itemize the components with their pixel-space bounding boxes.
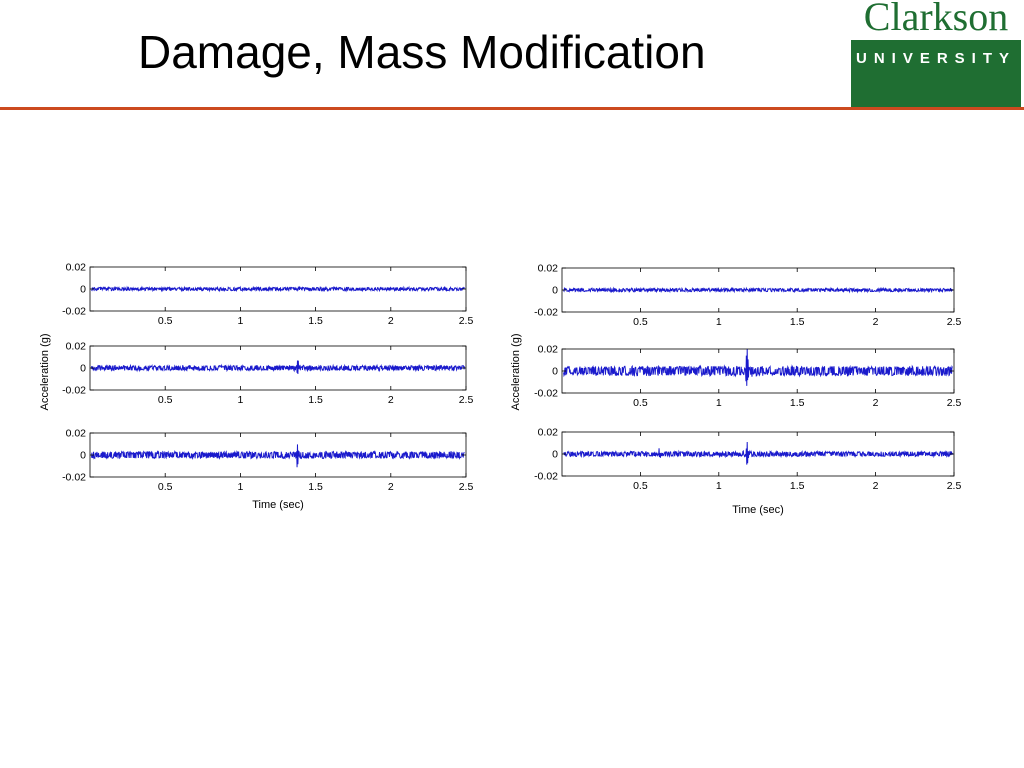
x-tick-label: 2 [873,397,879,409]
x-tick-label: 0.5 [633,480,648,492]
x-tick-label: 1 [716,316,722,328]
x-tick-label: 1.5 [790,480,805,492]
subplot-3: 0.02 0 -0.02 0.5 1 1.5 2 2.5 [62,428,473,494]
y-tick-label: -0.02 [62,385,86,397]
y-tick-label: 0 [80,284,86,296]
y-axis-label: Acceleration (g) [510,333,522,410]
x-tick-label: 2.5 [947,316,962,328]
figure-left: 0.02 0 -0.02 0.5 1 1.5 2 2.5 0.02 0 -0.02 0.5 1 1.5 2 2… [30,245,485,520]
logo-band: UNIVERSITY [851,40,1021,108]
y-tick-label: 0 [80,450,86,462]
x-tick-label: 1.5 [790,316,805,328]
y-tick-label: -0.02 [534,307,558,319]
x-tick-label: 1.5 [308,394,323,406]
figure-right: 0.02 0 -0.02 0.5 1 1.5 2 2.5 0.02 0 -0.02 0.5 1 1.5 2 2… [505,248,970,528]
x-tick-label: 2.5 [947,480,962,492]
x-tick-label: 1.5 [790,397,805,409]
signal-trace [563,442,953,465]
logo-wordmark: Clarkson [863,0,1009,39]
x-tick-label: 1 [237,394,243,406]
subplot-2: 0.02 0 -0.02 0.5 1 1.5 2 2.5 [534,344,961,410]
x-tick-label: 0.5 [158,394,173,406]
y-tick-label: -0.02 [62,306,86,318]
x-axis-label: Time (sec) [732,504,784,516]
subplot-1: 0.02 0 -0.02 0.5 1 1.5 2 2.5 [534,263,961,329]
x-tick-label: 0.5 [633,397,648,409]
subplot-3: 0.02 0 -0.02 0.5 1 1.5 2 2.5 [534,427,961,493]
subplot-2: 0.02 0 -0.02 0.5 1 1.5 2 2.5 [62,341,473,407]
x-tick-label: 2 [388,394,394,406]
signal-trace [91,285,465,293]
x-tick-label: 2.5 [947,397,962,409]
y-tick-label: -0.02 [534,388,558,400]
x-tick-label: 0.5 [158,315,173,327]
signal-trace [563,348,953,386]
y-tick-label: 0.02 [66,341,87,353]
signal-trace [91,360,465,375]
y-tick-label: 0 [552,366,558,378]
y-tick-label: 0.02 [538,344,559,356]
x-tick-label: 2 [873,316,879,328]
figure-left-svg: 0.02 0 -0.02 0.5 1 1.5 2 2.5 0.02 0 -0.02 0.5 1 1.5 2 2… [39,262,473,512]
x-tick-label: 1.5 [308,481,323,493]
y-tick-label: 0 [80,363,86,375]
y-tick-label: 0 [552,449,558,461]
signal-trace [563,286,953,294]
x-tick-label: 0.5 [633,316,648,328]
y-tick-label: 0 [552,285,558,297]
x-tick-label: 2 [873,480,879,492]
x-tick-label: 2.5 [459,315,474,327]
y-tick-label: -0.02 [534,471,558,483]
x-tick-label: 1 [237,315,243,327]
y-tick-label: 0.02 [538,427,559,439]
x-tick-label: 2 [388,481,394,493]
logo-subtitle: UNIVERSITY [855,50,1016,67]
x-tick-label: 2.5 [459,481,474,493]
x-tick-label: 2.5 [459,394,474,406]
x-axis-label: Time (sec) [252,499,304,511]
clarkson-logo: Clarkson UNIVERSITY [851,0,1021,108]
signal-trace [91,444,465,468]
figure-right-svg: 0.02 0 -0.02 0.5 1 1.5 2 2.5 0.02 0 -0.02 0.5 1 1.5 2 2… [510,263,961,517]
x-tick-label: 1.5 [308,315,323,327]
subplot-1: 0.02 0 -0.02 0.5 1 1.5 2 2.5 [62,262,473,328]
y-tick-label: 0.02 [66,262,87,274]
y-tick-label: -0.02 [62,472,86,484]
x-tick-label: 0.5 [158,481,173,493]
x-tick-label: 1 [716,480,722,492]
x-tick-label: 1 [716,397,722,409]
x-tick-label: 1 [237,481,243,493]
y-axis-label: Acceleration (g) [39,333,51,410]
x-tick-label: 2 [388,315,394,327]
y-tick-label: 0.02 [538,263,559,275]
y-tick-label: 0.02 [66,428,87,440]
title-rule [0,107,1024,110]
slide-title: Damage, Mass Modification [138,26,706,78]
